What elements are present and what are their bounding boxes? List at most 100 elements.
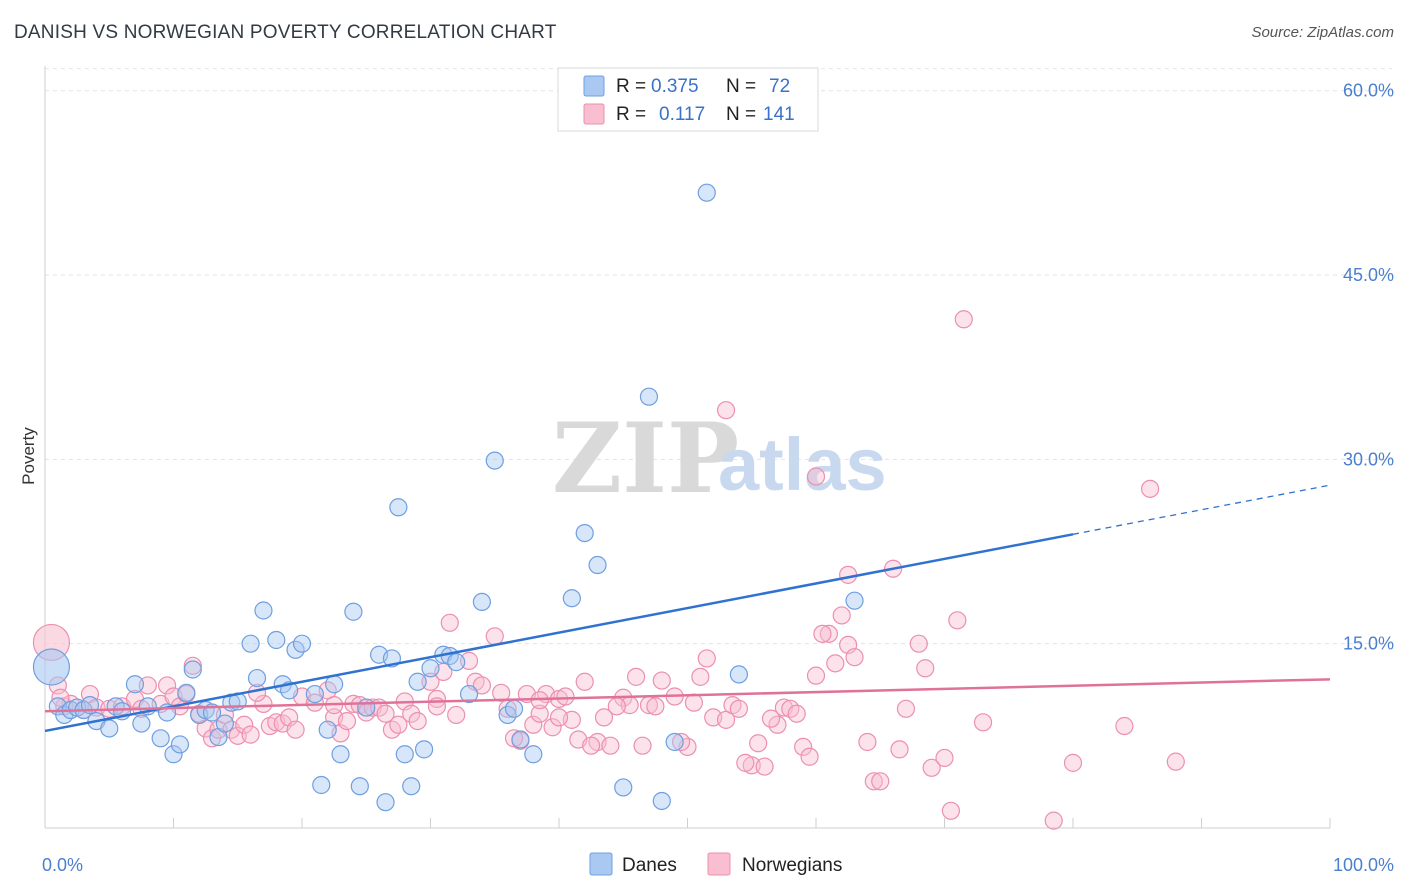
- data-points: [32, 183, 1185, 830]
- point-norwegians-84: [691, 667, 710, 686]
- point-norwegians-73: [601, 736, 620, 755]
- point-danes-34: [292, 634, 312, 653]
- point-danes-57: [350, 777, 369, 796]
- point-danes-66: [652, 791, 671, 811]
- point-norwegians-54: [459, 651, 479, 670]
- point-danes-38: [331, 745, 350, 764]
- point-norwegians-100: [826, 654, 845, 673]
- point-norwegians-99: [819, 624, 838, 643]
- y-axis-title: Poverty: [19, 427, 38, 485]
- point-danes-56: [312, 775, 331, 795]
- point-norwegians-124: [839, 565, 858, 584]
- point-norwegians-47: [402, 704, 421, 723]
- point-norwegians-133: [582, 736, 601, 755]
- point-danes-36: [318, 720, 337, 739]
- point-norwegians-116: [973, 713, 993, 732]
- point-danes-16: [164, 745, 183, 764]
- bottom-legend-label-danes: Danes: [622, 855, 677, 876]
- legend-n-label-norwegians: N =: [726, 104, 756, 125]
- point-norwegians-62: [524, 715, 543, 734]
- point-norwegians-126: [607, 697, 626, 716]
- point-danes-39: [344, 602, 363, 621]
- point-norwegians-56: [472, 676, 491, 695]
- point-norwegians-13: [157, 676, 177, 695]
- point-danes-54: [524, 745, 543, 764]
- point-norwegians-103: [845, 648, 864, 667]
- watermark-atlas: atlas: [718, 423, 887, 506]
- point-danes-30: [267, 630, 286, 650]
- bottom-legend: Danes Norwegians: [589, 852, 842, 876]
- point-danes-8: [100, 719, 119, 738]
- point-norwegians-121: [1166, 752, 1185, 771]
- watermark: ZIP atlas: [552, 402, 887, 515]
- x-tick-label-1: 100.0%: [1333, 855, 1394, 875]
- point-norwegians-113: [941, 801, 961, 820]
- point-norwegians-92: [755, 757, 774, 776]
- point-danes-29: [254, 601, 273, 620]
- point-danes-35: [305, 684, 324, 704]
- legend: R = 0.375 N = 72 R = 0.117 N = 141: [557, 67, 819, 132]
- point-norwegians-91: [749, 734, 768, 753]
- point-danes-18: [177, 683, 196, 702]
- x-tick-label-0: 0.0%: [42, 855, 83, 875]
- watermark-zip: ZIP: [552, 402, 739, 515]
- point-norwegians-11: [138, 676, 157, 695]
- point-danes-59: [402, 777, 421, 796]
- point-danes-45: [421, 659, 440, 678]
- point-norwegians-48: [408, 711, 427, 731]
- point-norwegians-27: [254, 694, 273, 713]
- point-norwegians-118: [1063, 753, 1083, 772]
- point-norwegians-114: [948, 611, 967, 630]
- source-label: Source: ZipAtlas.com: [1251, 24, 1394, 41]
- point-norwegians-45: [389, 715, 408, 734]
- point-danes-48: [447, 653, 466, 672]
- trend-line-danes-extension: [1072, 484, 1331, 535]
- point-norwegians-50: [427, 689, 447, 709]
- legend-r-label-norwegians: R =: [616, 104, 646, 125]
- point-norwegians-70: [575, 672, 594, 691]
- legend-swatch-norwegians: [583, 103, 605, 125]
- point-norwegians-132: [890, 740, 909, 759]
- point-norwegians-104: [858, 732, 877, 752]
- point-danes-17: [170, 735, 190, 754]
- point-norwegians-123: [806, 467, 826, 486]
- point-danes-61: [562, 589, 581, 608]
- point-norwegians-77: [633, 736, 652, 755]
- point-norwegians-32: [286, 720, 305, 739]
- tick-labels: 15.0% 30.0% 45.0% 60.0% 0.0% 100.0%: [42, 81, 1394, 875]
- trend-lines: [44, 484, 1331, 733]
- point-danes-63: [588, 555, 607, 575]
- point-danes-37: [325, 675, 344, 694]
- point-danes-55: [389, 498, 408, 517]
- point-danes-68: [697, 183, 716, 202]
- point-norwegians-127: [671, 732, 691, 752]
- point-norwegians-117: [1044, 811, 1063, 830]
- point-norwegians-80: [652, 671, 671, 690]
- point-norwegians-130: [787, 704, 806, 723]
- point-norwegians-65: [543, 718, 562, 737]
- bottom-legend-swatch-danes: [589, 852, 613, 876]
- point-danes-51: [485, 451, 504, 470]
- point-danes-11: [125, 675, 145, 694]
- point-danes-24: [215, 714, 234, 733]
- point-norwegians-101: [832, 606, 851, 625]
- point-danes-62: [575, 523, 594, 543]
- chart-title: DANISH VS NORWEGIAN POVERTY CORRELATION …: [14, 22, 557, 43]
- legend-r-label-danes: R =: [616, 76, 646, 97]
- legend-r-value-danes: 0.375: [651, 76, 699, 97]
- point-danes-27: [241, 634, 260, 653]
- point-norwegians-67: [556, 687, 575, 706]
- point-norwegians-112: [935, 748, 954, 768]
- point-danes-65: [639, 387, 659, 406]
- point-danes-12: [132, 714, 151, 733]
- point-norwegians-25: [235, 715, 254, 734]
- point-danes-70: [845, 591, 864, 610]
- legend-swatch-danes: [583, 75, 605, 97]
- point-danes-43: [395, 745, 414, 764]
- point-norwegians-38: [337, 711, 357, 731]
- point-norwegians-110: [916, 659, 935, 678]
- point-norwegians-106: [871, 772, 890, 791]
- point-norwegians-26: [241, 725, 260, 744]
- point-norwegians-49: [421, 672, 440, 691]
- point-danes-50: [472, 592, 491, 612]
